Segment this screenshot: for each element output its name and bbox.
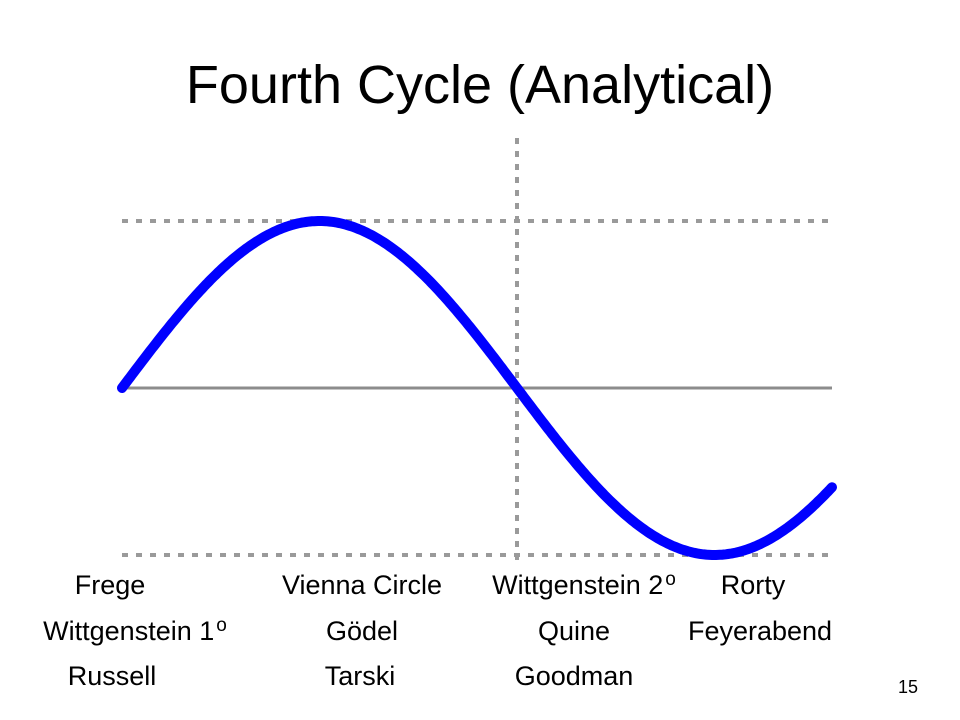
label-frege: Frege	[75, 572, 146, 599]
label-rorty: Rorty	[721, 572, 786, 599]
label-text: Russell	[67, 661, 157, 691]
label-text: Wittgenstein 1	[43, 616, 215, 646]
label-godel: Gödel	[326, 618, 398, 645]
label-text: Goodman	[514, 661, 634, 691]
label-goodman: Goodman	[515, 663, 634, 690]
label-text: Quine	[537, 616, 611, 646]
slide-title: Fourth Cycle (Analytical)	[185, 55, 775, 115]
degree-superscript: o	[665, 569, 676, 590]
label-text: Tarski	[324, 661, 396, 691]
label-text: Wittgenstein 2	[492, 570, 664, 600]
label-text: Feyerabend	[687, 616, 833, 646]
label-text: Rorty	[720, 570, 786, 600]
label-quine: Quine	[538, 618, 610, 645]
label-feyerabend: Feyerabend	[688, 618, 832, 645]
label-text: Frege	[74, 570, 146, 600]
page-number: 15	[898, 677, 919, 697]
sine-curve	[117, 216, 837, 560]
label-tarski: Tarski	[325, 663, 396, 690]
label-text: Vienna Circle	[281, 570, 443, 600]
label-russell: Russell	[68, 663, 157, 690]
label-text: Gödel	[325, 616, 399, 646]
label-vienna-circle: Vienna Circle	[282, 572, 442, 599]
degree-superscript: o	[216, 615, 227, 636]
